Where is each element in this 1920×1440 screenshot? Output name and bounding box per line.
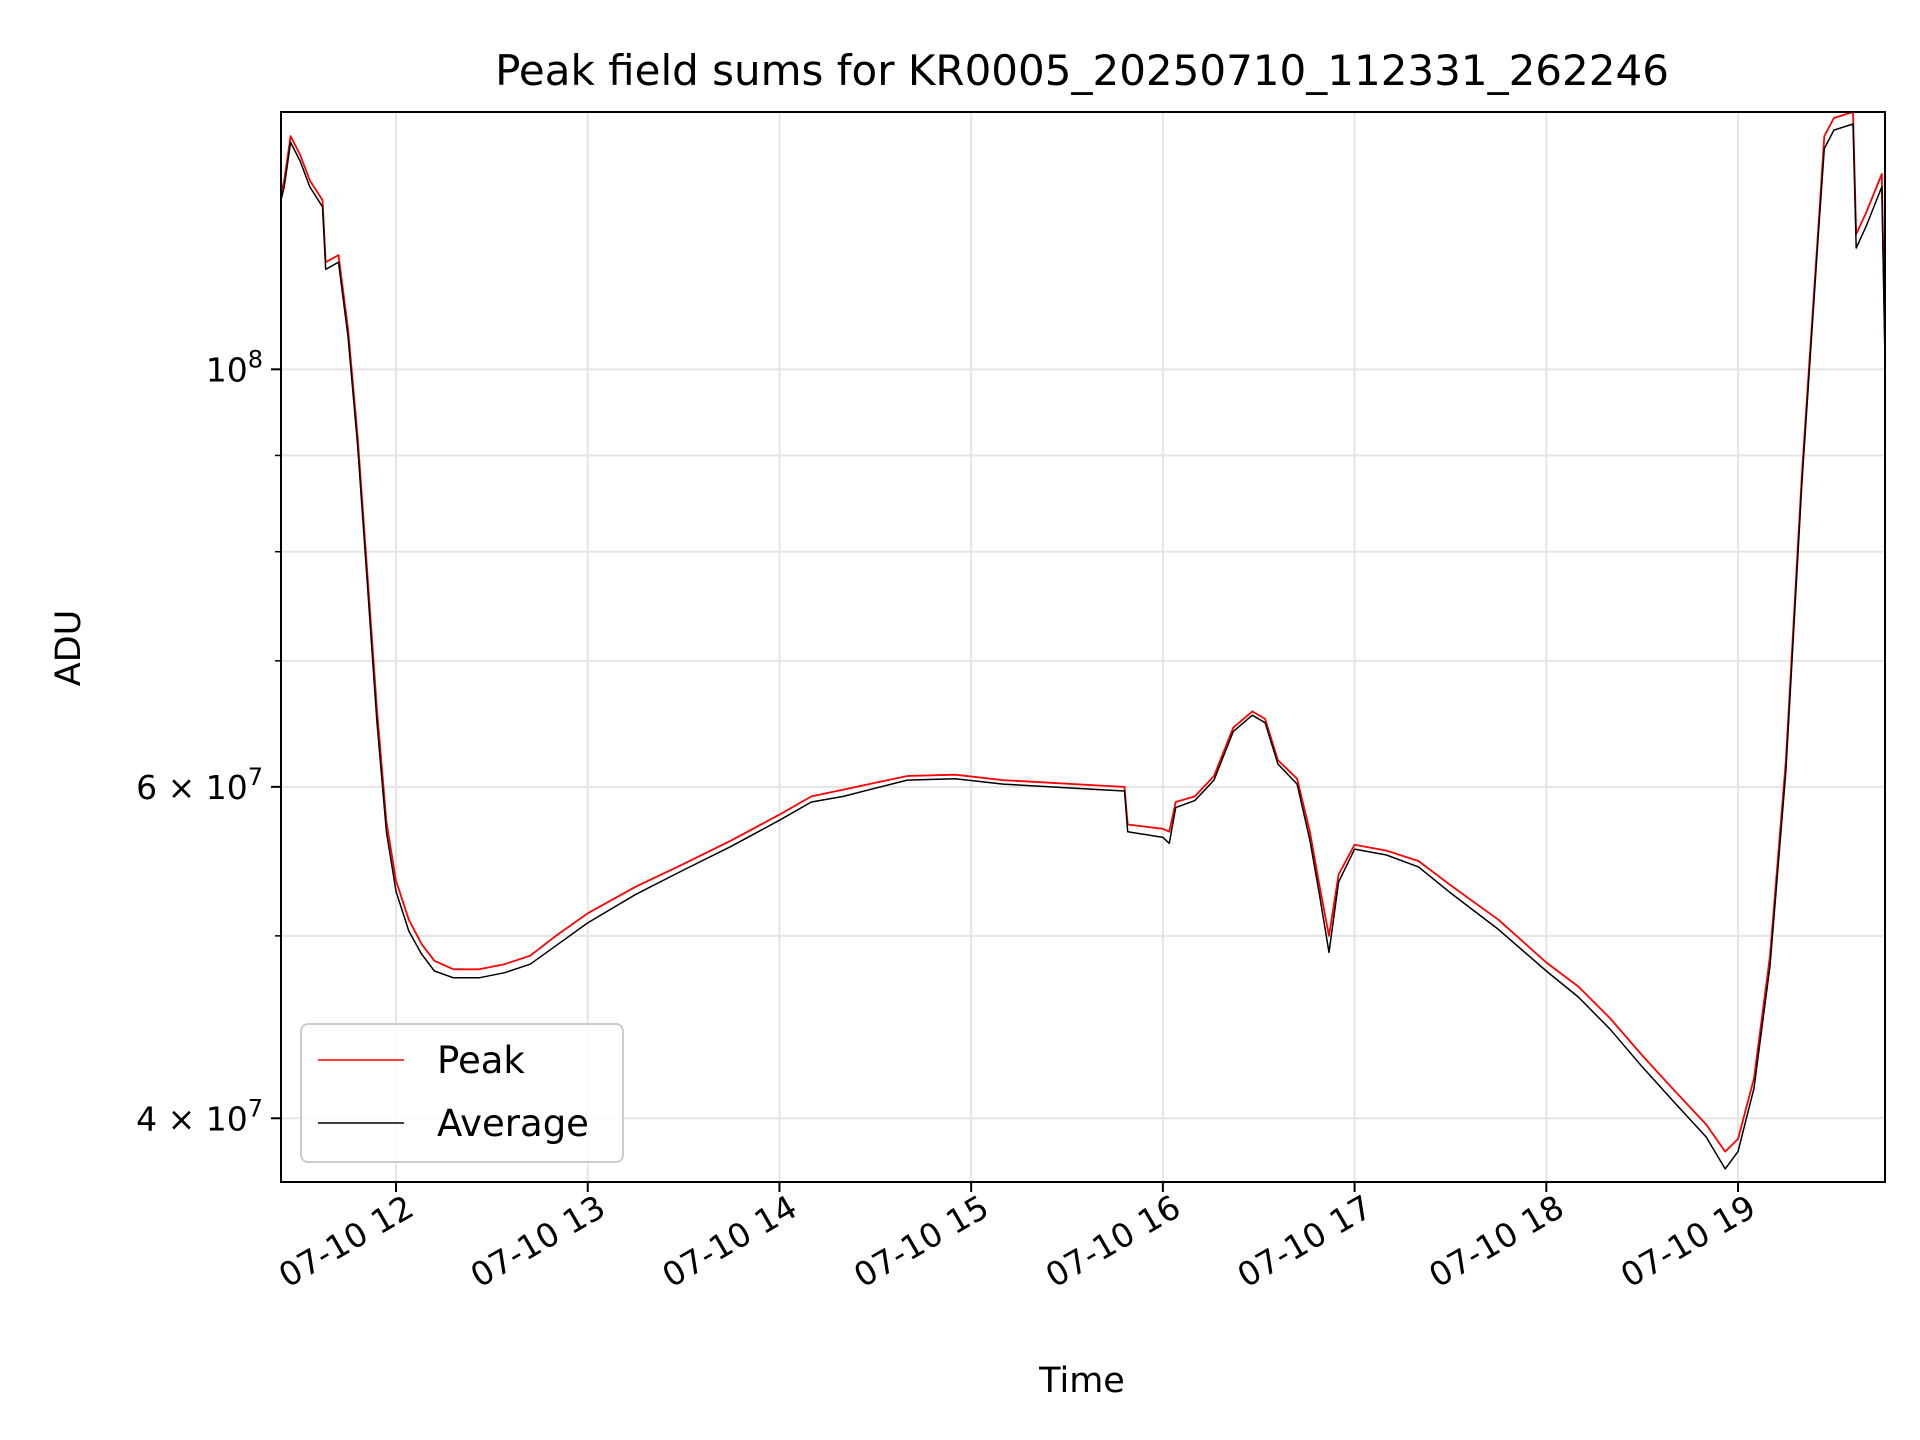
series-line-average [281, 123, 1885, 1170]
y-tick-label: 4 × 107 [136, 1094, 263, 1138]
legend-label-average: Average [437, 1102, 589, 1145]
y-axis-ticks: 4 × 107 6 × 107 108 [136, 345, 281, 1138]
y-tick-label: 108 [206, 345, 263, 389]
chart-title: Peak field sums for KR0005_20250710_1123… [495, 46, 1669, 95]
series-layer [281, 112, 1885, 1170]
grid [281, 112, 1885, 1182]
legend: Peak Average [300, 1023, 624, 1163]
legend-label-peak: Peak [437, 1039, 525, 1082]
legend-box [300, 1023, 624, 1163]
y-axis-label: ADU [49, 610, 89, 687]
x-axis-label: Time [1038, 1361, 1125, 1401]
series-line-peak [281, 112, 1885, 1153]
plot-frame [280, 111, 1886, 1183]
y-tick-label: 6 × 107 [136, 763, 263, 807]
